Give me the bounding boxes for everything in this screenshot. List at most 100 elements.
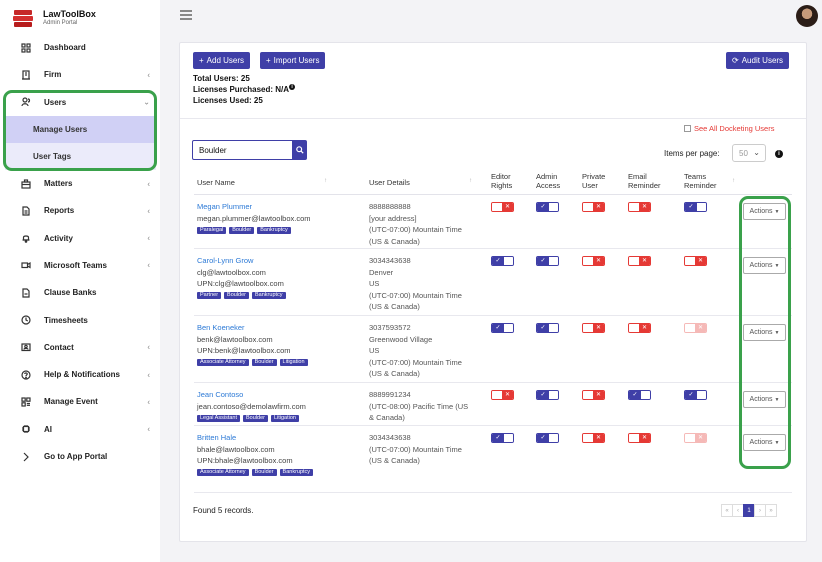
user-detail-line: (UTC-07:00) Mountain Time bbox=[369, 225, 462, 234]
actions-label: Actions bbox=[749, 329, 773, 336]
sidebar-item-users[interactable]: Users ⌄ bbox=[0, 89, 160, 116]
editor-rights-toggle[interactable]: ✓ bbox=[491, 433, 514, 443]
user-name-link[interactable]: Britten Hale bbox=[197, 433, 237, 442]
user-details-cell: 8889991234 (UTC-08:00) Pacific Time (US & … bbox=[369, 389, 487, 424]
admin-access-toggle[interactable]: ✓ bbox=[536, 433, 559, 443]
license-stats: Total Users: 25 Licenses Purchased: N/A i… bbox=[193, 73, 296, 106]
user-detail-line: [your address] bbox=[369, 213, 417, 223]
actions-dropdown-button[interactable]: Actions ▼ bbox=[743, 391, 786, 408]
check-icon: ✓ bbox=[629, 391, 641, 399]
teams-reminder-toggle[interactable]: ✓ bbox=[684, 390, 707, 400]
private-user-toggle[interactable]: ✕ bbox=[582, 323, 605, 333]
audit-users-button[interactable]: ⟳ Audit Users bbox=[726, 52, 790, 69]
sidebar-subitem-user-tags[interactable]: User Tags bbox=[5, 142, 156, 170]
admin-access-toggle[interactable]: ✓ bbox=[536, 390, 559, 400]
user-name-link[interactable]: Megan Plummer bbox=[197, 202, 253, 211]
editor-rights-toggle[interactable]: ✓ bbox=[491, 256, 514, 266]
user-email: jean.contoso@demolawfirm.com bbox=[197, 401, 306, 411]
sidebar-item-matters[interactable]: Matters ‹ bbox=[0, 170, 160, 197]
sidebar-item-activity[interactable]: Activity ‹ bbox=[0, 224, 160, 251]
col-user-details[interactable]: User Details bbox=[369, 178, 410, 187]
email-reminder-toggle[interactable]: ✕ bbox=[628, 256, 651, 266]
items-per-page-select[interactable]: 50 ⌄ bbox=[732, 144, 766, 162]
import-users-button[interactable]: + Import Users bbox=[260, 52, 326, 69]
sort-icon[interactable]: ↑ bbox=[732, 178, 735, 184]
actions-dropdown-button[interactable]: Actions ▼ bbox=[743, 257, 786, 274]
email-reminder-toggle[interactable]: ✕ bbox=[628, 433, 651, 443]
teams-reminder-toggle[interactable]: ✕ bbox=[684, 256, 707, 266]
caret-down-icon: ▼ bbox=[774, 396, 780, 403]
admin-access-toggle[interactable]: ✓ bbox=[536, 256, 559, 266]
private-user-toggle[interactable]: ✕ bbox=[582, 256, 605, 266]
sidebar-item-firm[interactable]: Firm ‹ bbox=[0, 61, 160, 88]
teams-reminder-toggle[interactable]: ✕ bbox=[684, 433, 707, 443]
sidebar-item-label: Dashboard bbox=[44, 43, 86, 53]
sidebar-item-dashboard[interactable]: Dashboard bbox=[0, 34, 160, 61]
hamburger-menu-icon[interactable] bbox=[180, 10, 192, 20]
email-reminder-toggle[interactable]: ✕ bbox=[628, 202, 651, 212]
sidebar-item-reports[interactable]: Reports ‹ bbox=[0, 197, 160, 224]
col-private-user[interactable]: Private User bbox=[582, 172, 606, 190]
actions-dropdown-button[interactable]: Actions ▼ bbox=[743, 203, 786, 220]
user-tag-badge: Bankruptcy bbox=[252, 292, 286, 300]
email-reminder-toggle[interactable]: ✕ bbox=[628, 323, 651, 333]
user-tags: Legal Assistant Boulder Litigation bbox=[197, 413, 362, 423]
col-admin-access[interactable]: Admin Access bbox=[536, 172, 561, 190]
add-users-button[interactable]: + Add Users bbox=[193, 52, 251, 69]
private-user-toggle[interactable]: ✕ bbox=[582, 433, 605, 443]
teams-reminder-toggle[interactable]: ✓ bbox=[684, 202, 707, 212]
divider bbox=[180, 118, 806, 119]
sort-icon[interactable]: ↑ bbox=[324, 178, 327, 184]
see-all-docketing-users[interactable]: See All Docketing Users bbox=[684, 124, 774, 133]
check-icon: ✓ bbox=[537, 324, 549, 332]
user-detail-line: (UTC-07:00) Mountain Time bbox=[369, 290, 462, 300]
search-input[interactable] bbox=[192, 140, 293, 160]
admin-access-toggle[interactable]: ✓ bbox=[536, 323, 559, 333]
sidebar-item-timesheets[interactable]: Timesheets bbox=[0, 306, 160, 333]
user-tag-badge: Litigation bbox=[270, 414, 299, 422]
sidebar-item-go-to-app-portal[interactable]: Go to App Portal bbox=[0, 443, 160, 470]
sidebar-item-microsoft-teams[interactable]: Microsoft Teams ‹ bbox=[0, 252, 160, 279]
actions-dropdown-button[interactable]: Actions ▼ bbox=[743, 434, 786, 451]
user-avatar[interactable] bbox=[796, 5, 818, 27]
editor-rights-toggle[interactable]: ✓ bbox=[491, 323, 514, 333]
col-editor-rights[interactable]: Editor Rights bbox=[491, 172, 513, 190]
editor-rights-toggle[interactable]: ✕ bbox=[491, 390, 514, 400]
col-user-name[interactable]: User Name bbox=[197, 178, 235, 187]
sidebar-item-clause-banks[interactable]: Clause Banks bbox=[0, 279, 160, 306]
sidebar-item-ai[interactable]: AI ‹ bbox=[0, 416, 160, 443]
sidebar-item-manage-event[interactable]: Manage Event ‹ bbox=[0, 388, 160, 415]
sidebar-item-label: Manage Event bbox=[44, 397, 98, 407]
admin-access-toggle[interactable]: ✓ bbox=[536, 202, 559, 212]
private-user-toggle[interactable]: ✕ bbox=[582, 202, 605, 212]
docketing-checkbox[interactable] bbox=[684, 125, 691, 132]
page-last-button[interactable]: » bbox=[765, 504, 777, 517]
close-icon: ✕ bbox=[593, 391, 604, 399]
user-name-link[interactable]: Ben Koeneker bbox=[197, 323, 245, 332]
sort-icon[interactable]: ↑ bbox=[469, 178, 472, 184]
sidebar-item-label: Users bbox=[44, 97, 67, 107]
teams-reminder-toggle[interactable]: ✕ bbox=[684, 323, 707, 333]
actions-label: Actions bbox=[749, 396, 773, 403]
sidebar-item-help-notifications[interactable]: Help & Notifications ‹ bbox=[0, 361, 160, 388]
search-button[interactable] bbox=[293, 140, 307, 160]
user-name-link[interactable]: Jean Contoso bbox=[197, 390, 244, 399]
sidebar-item-contact[interactable]: Contact ‹ bbox=[0, 334, 160, 361]
actions-dropdown-button[interactable]: Actions ▼ bbox=[743, 324, 786, 341]
editor-rights-toggle[interactable]: ✕ bbox=[491, 202, 514, 212]
search-icon bbox=[296, 146, 304, 154]
brand[interactable]: LawToolBox Admin Portal bbox=[13, 6, 96, 30]
user-tag-badge: Litigation bbox=[279, 359, 308, 367]
info-icon[interactable]: i bbox=[775, 150, 783, 158]
info-icon[interactable]: i bbox=[289, 84, 296, 90]
licenses-purchased: Licenses Purchased: N/A bbox=[193, 85, 290, 94]
col-email-reminder[interactable]: Email Reminder bbox=[628, 172, 661, 190]
user-name-link[interactable]: Carol-Lynn Grow bbox=[197, 256, 254, 265]
email-reminder-toggle[interactable]: ✓ bbox=[628, 390, 651, 400]
col-teams-reminder[interactable]: Teams Reminder bbox=[684, 172, 717, 190]
private-user-toggle[interactable]: ✕ bbox=[582, 390, 605, 400]
user-detail-line: US bbox=[369, 346, 380, 355]
user-tag-badge: Legal Assistant bbox=[197, 414, 240, 422]
caret-down-icon: ▼ bbox=[774, 208, 780, 215]
sidebar-subitem-manage-users[interactable]: Manage Users bbox=[5, 115, 156, 143]
